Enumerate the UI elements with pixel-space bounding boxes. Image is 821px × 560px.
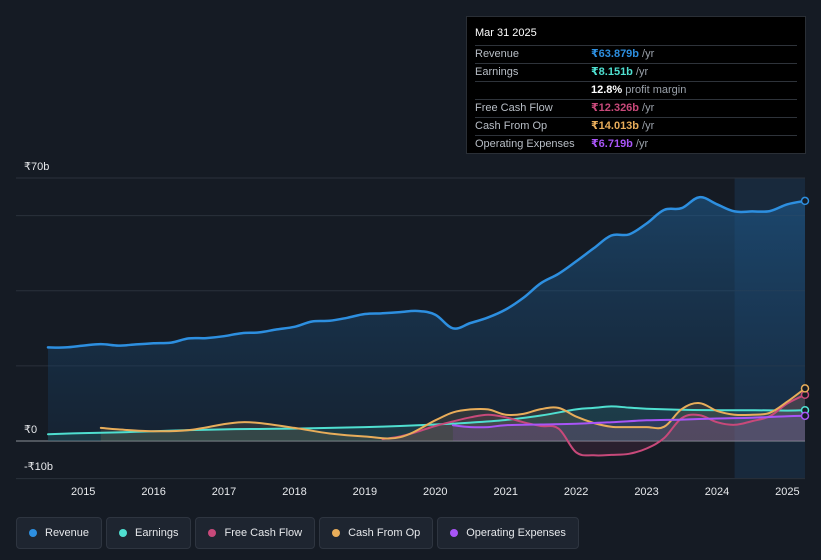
- series-areas: [48, 197, 806, 456]
- tooltip-label: Cash From Op: [475, 120, 548, 132]
- x-tick-2022: 2022: [564, 486, 588, 498]
- x-tick-2016: 2016: [141, 486, 165, 498]
- tooltip-value: ₹14.013b: [591, 120, 640, 132]
- operating-expenses-end-marker: [800, 411, 810, 421]
- tooltip-row: Free Cash Flow ₹12.326b/yr: [475, 100, 797, 118]
- legend-label: Earnings: [135, 527, 179, 539]
- revenue-area: [48, 197, 805, 441]
- legend-item-earnings[interactable]: Earnings: [106, 517, 192, 549]
- x-tick-2024: 2024: [705, 486, 729, 498]
- tooltip-value: ₹12.326b: [591, 102, 640, 114]
- tooltip-unit: profit margin: [625, 84, 687, 96]
- tooltip-unit: /yr: [635, 138, 649, 150]
- x-tick-2017: 2017: [212, 486, 236, 498]
- tooltip-value: ₹8.151b: [591, 66, 633, 78]
- operating-expenses-line: [451, 414, 806, 429]
- tooltip-row: Revenue ₹63.879b/yr: [475, 46, 797, 64]
- series-end-markers: [800, 196, 810, 421]
- legend-dot-icon: [29, 529, 37, 537]
- legend-item-free-cash-flow[interactable]: Free Cash Flow: [195, 517, 316, 549]
- x-axis-ticks: 2015 2016 2017 2018 2019 2020 2021 2022 2023 2024…: [71, 486, 800, 498]
- legend-label: Revenue: [45, 527, 90, 539]
- tooltip-unit: /yr: [635, 66, 649, 78]
- tooltip-label: Revenue: [475, 48, 520, 60]
- legend-item-operating-expenses[interactable]: Operating Expenses: [437, 517, 579, 549]
- legend-label: Operating Expenses: [466, 527, 566, 539]
- free-cash-flow-area: [382, 394, 805, 456]
- x-tick-2020: 2020: [423, 486, 447, 498]
- legend-item-revenue[interactable]: Revenue: [16, 517, 103, 549]
- revenue-line: [46, 195, 807, 349]
- y-tick-top: ₹70b: [24, 161, 49, 173]
- tooltip-value: 12.8%: [591, 84, 623, 96]
- tooltip-unit: /yr: [642, 120, 655, 132]
- legend-dot-icon: [450, 529, 459, 537]
- legend-label: Cash From Op: [348, 527, 421, 539]
- legend-item-cash-from-op[interactable]: Cash From Op: [319, 517, 434, 549]
- tooltip-date: Mar 31 2025: [475, 25, 797, 46]
- free-cash-flow-line: [381, 393, 806, 457]
- legend-dot-icon: [208, 529, 217, 537]
- legend: Revenue Earnings Free Cash Flow Cash From O…: [16, 517, 579, 549]
- y-tick-bottom: -₹10b: [24, 461, 53, 473]
- tooltip-value: ₹63.879b: [591, 48, 640, 60]
- legend-dot-icon: [119, 529, 128, 537]
- tooltip-label: [475, 82, 591, 99]
- tooltip-label: Free Cash Flow: [475, 102, 553, 114]
- earnings-area: [48, 406, 805, 441]
- x-tick-2015: 2015: [71, 486, 95, 498]
- tooltip-rows: Revenue ₹63.879b/yr Earnings ₹8.151b/yr 12.8…: [475, 46, 797, 153]
- legend-label: Free Cash Flow: [224, 527, 303, 539]
- tooltip-row: Operating Expenses ₹6.719b/yr: [475, 136, 797, 153]
- series-lines: [46, 195, 807, 457]
- tooltip-unit: /yr: [642, 102, 655, 114]
- tooltip-value: ₹6.719b: [591, 138, 633, 150]
- y-tick-zero: ₹0: [24, 424, 37, 436]
- tooltip: Mar 31 2025 Revenue ₹63.879b/yr Earnings ₹8…: [466, 16, 806, 154]
- tooltip-row: 12.8% profit margin: [475, 82, 797, 100]
- x-tick-2023: 2023: [634, 486, 658, 498]
- cash-from-op-end-marker: [800, 384, 810, 393]
- tooltip-row: Earnings ₹8.151b/yr: [475, 64, 797, 82]
- cash-from-op-line: [99, 387, 806, 440]
- tooltip-label: Earnings: [475, 66, 519, 78]
- revenue-end-marker: [800, 196, 810, 206]
- tooltip-unit: /yr: [642, 48, 655, 60]
- chart: ₹70b ₹0 -₹10b 2015 2016 2017 2018 2019 2020 20…: [16, 161, 810, 498]
- legend-dot-icon: [332, 529, 341, 537]
- tooltip-label: Operating Expenses: [475, 138, 575, 150]
- tooltip-row: Cash From Op ₹14.013b/yr: [475, 118, 797, 136]
- x-tick-2025: 2025: [775, 486, 799, 498]
- x-tick-2019: 2019: [353, 486, 377, 498]
- x-tick-2018: 2018: [282, 486, 306, 498]
- x-tick-2021: 2021: [493, 486, 517, 498]
